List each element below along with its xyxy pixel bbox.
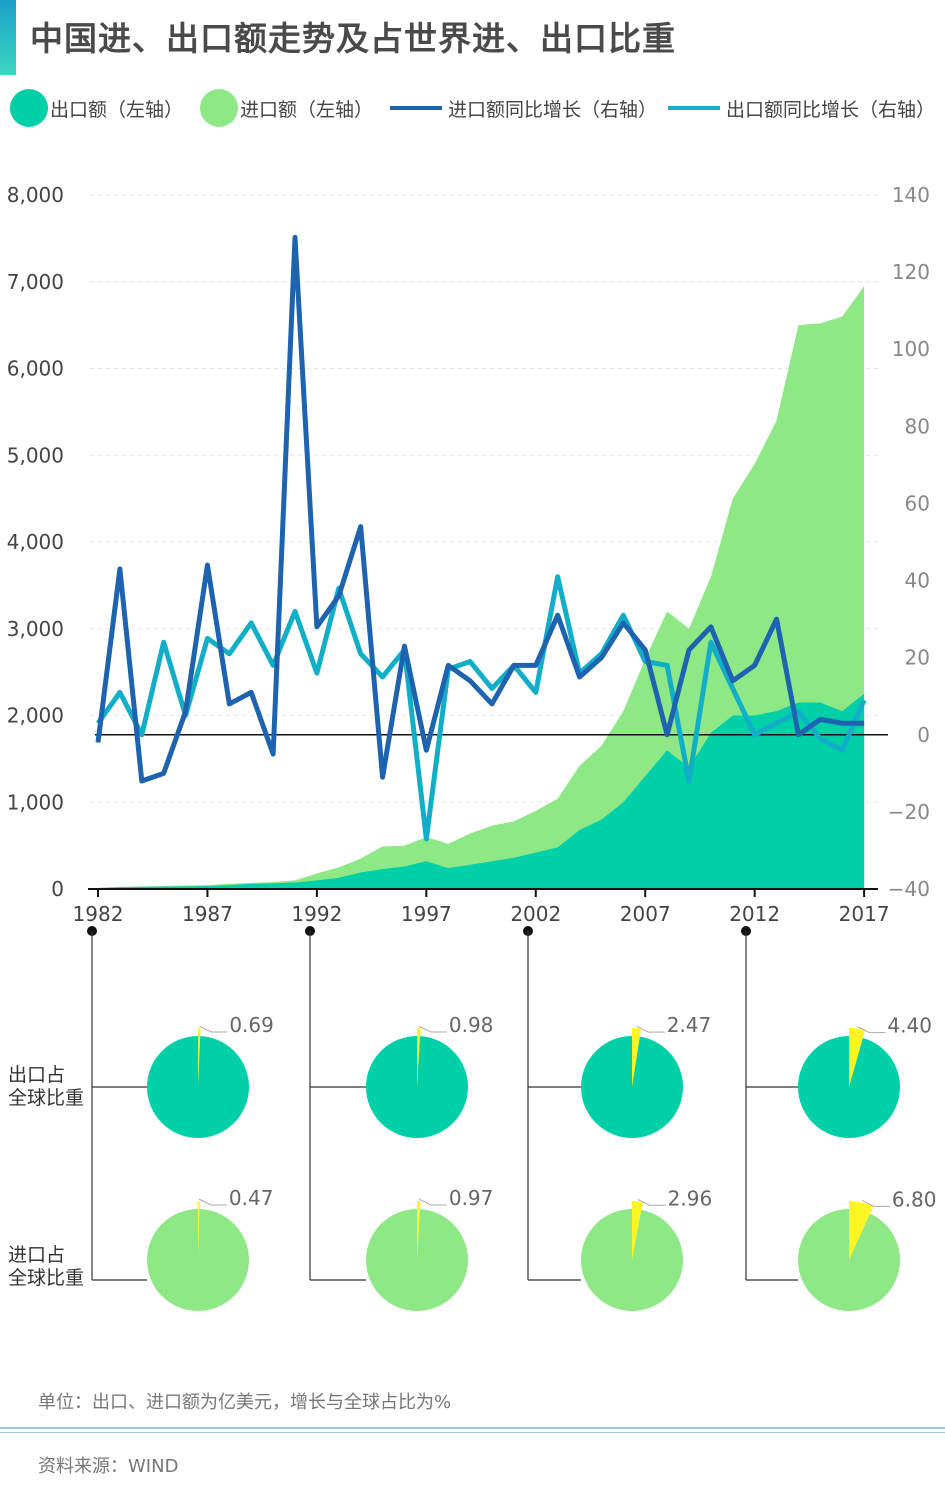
legend-swatch-import xyxy=(200,89,238,127)
y-right-tick-label: 120 xyxy=(892,260,930,284)
legend-label-import: 进口额（左轴） xyxy=(240,98,374,121)
export-share-pie-value-label: 2.47 xyxy=(667,1013,712,1037)
y-right-tick-label: 140 xyxy=(892,183,930,207)
y-right-tick-label: −40 xyxy=(888,877,930,901)
y-left-tick-label: 3,000 xyxy=(7,617,64,641)
y-left-tick-label: 5,000 xyxy=(7,443,64,467)
x-tick-label: 1982 xyxy=(73,902,124,926)
export-share-pie-leader xyxy=(418,1025,447,1033)
import-share-label-line2: 全球比重 xyxy=(8,1267,85,1289)
footer-divider xyxy=(0,1427,945,1429)
legend-item-import-growth: 进口额同比增长（右轴） xyxy=(390,88,657,128)
import-share-pie-value-label: 0.97 xyxy=(449,1186,494,1210)
source-note: 资料来源：WIND xyxy=(38,1456,179,1477)
x-tick-label: 1987 xyxy=(182,902,233,926)
unit-note: 单位：出口、进口额为亿美元，增长与全球占比为% xyxy=(38,1392,452,1413)
x-tick-label: 2007 xyxy=(620,902,671,926)
footer-divider-thin xyxy=(0,1432,945,1433)
import-share-pie-slice xyxy=(417,1201,421,1260)
export-share-pie-leader xyxy=(857,1026,886,1034)
y-right-tick-label: 60 xyxy=(905,491,930,515)
legend-swatch-export-growth xyxy=(668,106,720,110)
legend: 出口额（左轴） 进口额（左轴） 进口额同比增长（右轴） 出口额同比增长（右轴） xyxy=(8,88,945,128)
title-accent-bar xyxy=(0,0,16,75)
import-share-pie-value-label: 2.96 xyxy=(668,1186,713,1210)
export-share-pie-leader xyxy=(199,1025,228,1033)
import-share-pie-leader xyxy=(637,1198,666,1206)
chart-canvas: 8,000 7,000 6,000 5,000 4,000 3,000 2,000 1,000… xyxy=(7,183,937,1311)
legend-item-export-growth: 出口额同比增长（右轴） xyxy=(668,88,935,128)
y-left-tick-label: 2,000 xyxy=(7,704,64,728)
export-share-pie-slice xyxy=(632,1028,642,1087)
import-share-pie-leader xyxy=(861,1199,890,1207)
export-share-pie-value-label: 4.40 xyxy=(887,1014,932,1038)
export-share-label-line2: 全球比重 xyxy=(8,1087,85,1109)
legend-label-export-growth: 出口额同比增长（右轴） xyxy=(726,98,936,121)
legend-swatch-export xyxy=(10,89,48,127)
legend-label-export: 出口额（左轴） xyxy=(50,98,184,121)
export-share-pie-value-label: 0.98 xyxy=(449,1013,494,1037)
y-right-tick-label: 80 xyxy=(905,414,930,438)
x-tick-label: 2002 xyxy=(510,902,561,926)
export-share-pie-leader xyxy=(636,1025,665,1033)
x-tick-label: 1997 xyxy=(401,902,452,926)
legend-label-import-growth: 进口额同比增长（右轴） xyxy=(448,98,658,121)
x-tick-label: 1992 xyxy=(291,902,342,926)
legend-swatch-import-growth xyxy=(390,106,442,110)
x-tick-label: 2017 xyxy=(839,902,890,926)
y-right-tick-label: −20 xyxy=(888,800,930,824)
import-share-row-label: 进口占 全球比重 xyxy=(8,1244,84,1290)
y-left-tick-label: 8,000 xyxy=(7,183,64,207)
import-share-pie-value-label: 6.80 xyxy=(892,1187,937,1211)
export-area xyxy=(98,693,865,889)
export-share-pie-slice xyxy=(198,1028,201,1087)
import-share-pie-slice xyxy=(849,1201,874,1260)
y-right-tick-label: 0 xyxy=(917,723,930,747)
import-share-pie-leader xyxy=(418,1198,447,1206)
y-left-tick-label: 7,000 xyxy=(7,270,64,294)
export-share-pie-slice xyxy=(417,1028,421,1087)
y-left-tick-label: 0 xyxy=(51,877,64,901)
y-right-tick-label: 20 xyxy=(905,646,930,670)
y-left-tick-label: 1,000 xyxy=(7,790,64,814)
x-tick-label: 2012 xyxy=(729,902,780,926)
export-share-label-line1: 出口占 xyxy=(8,1064,66,1086)
export-share-pie-slice xyxy=(849,1028,866,1087)
import-area xyxy=(98,286,865,889)
export-growth-line xyxy=(95,574,867,842)
y-right-tick-label: 40 xyxy=(905,569,930,593)
export-share-pie-value-label: 0.69 xyxy=(229,1013,274,1037)
chart-title: 中国进、出口额走势及占世界进、出口比重 xyxy=(30,19,676,58)
y-left-tick-label: 4,000 xyxy=(7,530,64,554)
y-left-tick-label: 6,000 xyxy=(7,357,64,381)
legend-item-export: 出口额（左轴） xyxy=(10,88,183,128)
import-share-pie-leader xyxy=(198,1198,227,1206)
y-right-tick-label: 100 xyxy=(892,337,930,361)
legend-item-import: 进口额（左轴） xyxy=(200,88,373,128)
import-share-pie-slice xyxy=(632,1201,643,1260)
import-share-pie-value-label: 0.47 xyxy=(229,1186,274,1210)
import-share-label-line1: 进口占 xyxy=(8,1244,66,1266)
import-share-pie-slice xyxy=(198,1201,200,1260)
export-share-row-label: 出口占 全球比重 xyxy=(8,1064,84,1110)
import-growth-line xyxy=(95,234,865,784)
